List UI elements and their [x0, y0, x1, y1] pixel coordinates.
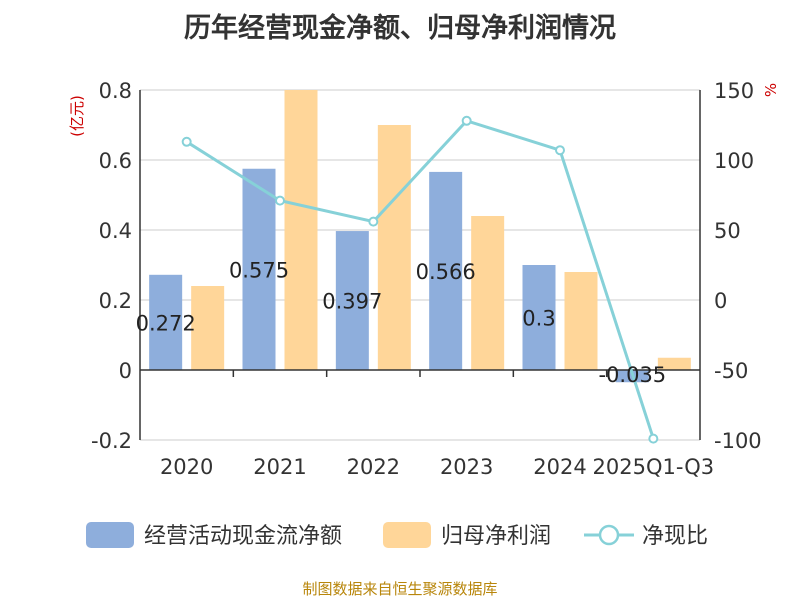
left-tick-label: 0 — [119, 359, 132, 383]
right-tick-label: 100 — [714, 149, 754, 173]
cashflow-bar — [242, 168, 276, 370]
net-profit-bar — [657, 357, 691, 370]
data-labels: 0.272 0.575 0.397 0.566 0.3 -0.035 — [136, 258, 667, 387]
cashflow-value-label: 0.272 — [136, 311, 196, 335]
left-tick-label: 0.6 — [99, 149, 132, 173]
legend-swatch-cashflow — [86, 522, 134, 548]
right-axis-unit: % — [762, 83, 780, 97]
net-profit-bar — [284, 90, 318, 370]
bar-layer — [149, 90, 691, 383]
cashflow-bar — [429, 171, 463, 370]
x-tick-label: 2022 — [347, 455, 400, 479]
cashflow-bar — [335, 231, 369, 370]
ratio-point — [648, 433, 659, 444]
cashflow-bar — [149, 274, 183, 370]
left-tick-label: 0.8 — [99, 79, 132, 103]
source-note: 制图数据来自恒生聚源数据库 — [302, 580, 498, 598]
ratio-point — [368, 216, 379, 227]
right-tick-label: -50 — [714, 359, 748, 383]
axes: -0.2 0 0.2 0.4 0.6 0.8 -100 -50 0 50 100 150 (亿元)% 20… — [68, 79, 780, 479]
cashflow-value-label: 0.566 — [416, 260, 476, 284]
x-tick-label: 2020 — [160, 455, 213, 479]
net-profit-bar — [191, 286, 225, 370]
net-profit-bar — [564, 272, 598, 370]
ratio-line — [185, 119, 655, 440]
left-tick-label: 0.2 — [99, 289, 132, 313]
cashflow-value-label: 0.3 — [522, 307, 555, 331]
legend-marker-ratio — [598, 524, 620, 546]
ratio-point — [275, 195, 285, 206]
ratio-point — [181, 136, 192, 147]
x-tick-label: 2023 — [440, 455, 493, 479]
cashflow-value-label: 0.575 — [229, 258, 289, 282]
chart-title: 历年经营现金净额、归母净利润情况 — [184, 13, 616, 44]
x-tick-label: 2025Q1-Q3 — [593, 455, 715, 479]
left-tick-label: 0.4 — [99, 219, 132, 243]
cashflow-value-label: 0.397 — [322, 290, 382, 314]
right-tick-label: -100 — [714, 429, 762, 453]
right-tick-label: 50 — [714, 219, 741, 243]
x-tick-label: 2021 — [253, 455, 306, 479]
net-profit-bar — [471, 216, 505, 370]
legend: 经营活动现金流净额 归母净利润 净现比 — [86, 522, 708, 549]
left-axis-unit: (亿元) — [68, 95, 86, 137]
legend-label-cashflow: 经营活动现金流净额 — [144, 524, 342, 549]
cashflow-bar — [522, 265, 556, 370]
ratio-line-layer — [181, 115, 659, 444]
cashflow-value-label: -0.035 — [598, 363, 666, 387]
ratio-point — [461, 115, 472, 126]
left-tick-label: -0.2 — [91, 429, 132, 453]
right-tick-label: 150 — [714, 79, 754, 103]
legend-label-net-profit: 归母净利润 — [441, 524, 551, 549]
ratio-point — [555, 145, 565, 156]
legend-label-ratio: 净现比 — [642, 524, 708, 549]
net-profit-bar — [377, 125, 411, 370]
right-tick-label: 0 — [714, 289, 727, 313]
x-tick-label: 2024 — [533, 455, 586, 479]
legend-swatch-net-profit — [383, 522, 431, 548]
